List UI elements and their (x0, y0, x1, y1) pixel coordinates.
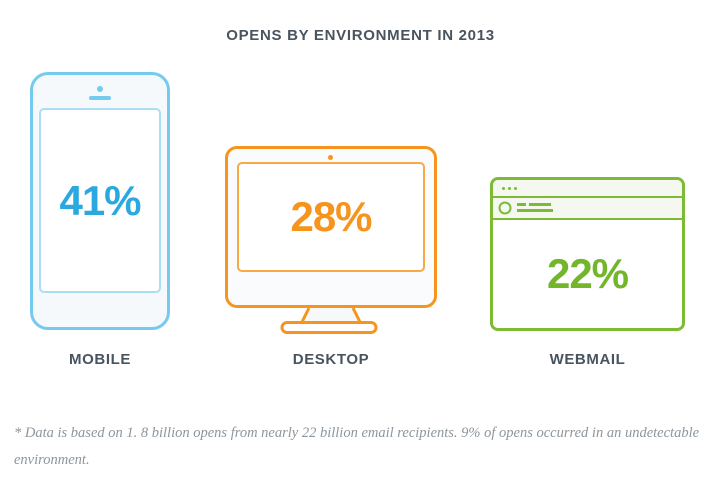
webmail-percentage: 22% (546, 250, 629, 297)
monitor-stand-icon (280, 307, 378, 334)
phone-camera-dot-icon (97, 86, 103, 92)
window-dot-icon (508, 186, 511, 190)
monitor-bezel: 28% (225, 146, 437, 308)
browser-toolbar (493, 198, 682, 220)
browser-titlebar (493, 180, 682, 198)
desktop-percentage: 28% (290, 193, 372, 240)
window-dot-icon (514, 186, 517, 190)
mobile-percentage: 41% (59, 176, 141, 224)
webmail-label: WEBMAIL (549, 351, 626, 368)
browser-content-area: 22% (493, 220, 682, 328)
data-source-footnote: * Data is based on 1. 8 billion opens fr… (14, 425, 700, 468)
phone-screen: 41% (39, 108, 161, 293)
chart-title: OPENS BY ENVIRONMENT IN 2013 (226, 27, 495, 44)
monitor-screen: 28% (237, 162, 425, 272)
window-dot-icon (502, 186, 505, 190)
phone-speaker-icon (89, 96, 111, 100)
email-list-item-icon (498, 201, 553, 215)
mobile-phone-icon: 41% (30, 72, 170, 330)
desktop-label: DESKTOP (292, 351, 370, 368)
monitor-camera-dot-icon (328, 155, 333, 160)
webmail-browser-icon: 22% (490, 177, 685, 331)
mobile-label: MOBILE (69, 351, 131, 368)
desktop-monitor-icon: 28% (225, 146, 437, 334)
